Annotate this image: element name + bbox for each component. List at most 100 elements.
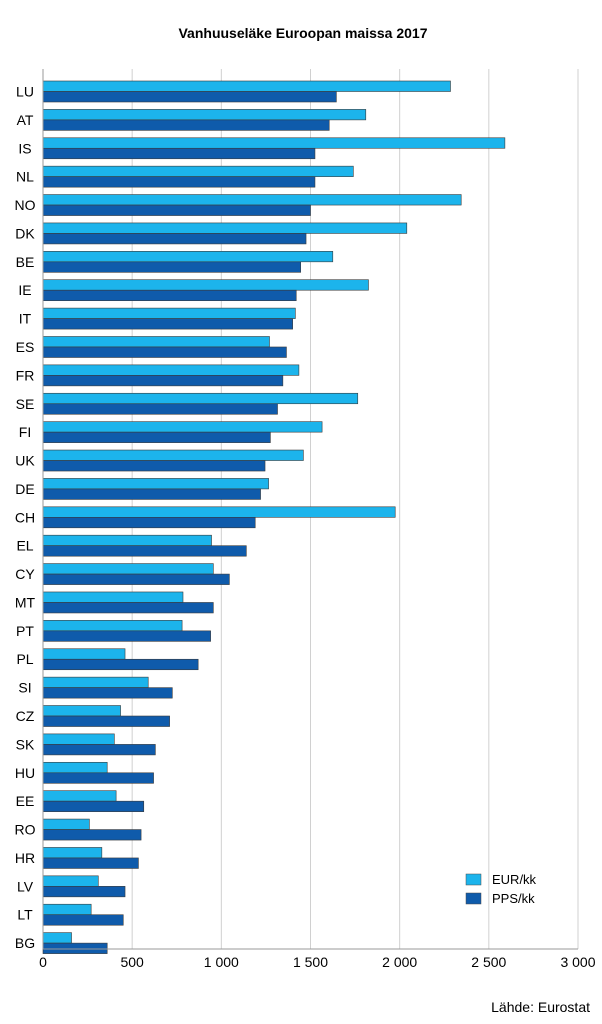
bar-eur-sk — [42, 733, 115, 745]
bar-eur-lt — [42, 903, 92, 916]
bar-pps-ro — [42, 829, 142, 841]
bar-pps-lu — [42, 91, 337, 103]
bar-eur-pl — [42, 648, 126, 660]
bar-pps-uk — [42, 460, 266, 472]
bar-eur-nl — [42, 165, 354, 177]
category-label: FI — [19, 424, 31, 440]
bar-pps-dk — [42, 233, 307, 245]
bar-pps-de — [42, 488, 261, 500]
source-note: Lähde: Eurostat — [491, 999, 590, 1015]
axes: 0 500 1 000 1 500 2 000 2 500 3 000 LU AT IS NL NO D… — [15, 69, 596, 970]
bar-eur-hu — [42, 761, 108, 774]
bars — [42, 80, 506, 954]
category-label: CY — [15, 566, 35, 582]
bar-pps-es — [42, 346, 287, 358]
category-label: NO — [15, 197, 36, 213]
x-tick-label: 3 000 — [560, 954, 595, 970]
bar-eur-mt — [42, 591, 184, 603]
bar-eur-be — [42, 251, 334, 263]
category-label: RO — [15, 822, 36, 838]
bar-eur-it — [42, 307, 296, 319]
category-label: MT — [15, 594, 36, 610]
legend-swatch-eur — [465, 873, 482, 886]
legend-swatch-pps — [465, 892, 482, 905]
bar-pps-nl — [42, 176, 316, 188]
bar-pps-it — [42, 318, 293, 330]
bar-eur-fi — [42, 421, 323, 433]
category-label: BG — [15, 935, 35, 951]
bar-eur-es — [42, 336, 270, 348]
bar-pps-fi — [42, 431, 271, 443]
category-label: BE — [16, 254, 35, 270]
category-label: LT — [17, 907, 33, 923]
x-tick-label: 1 000 — [204, 954, 239, 970]
bar-pps-el — [42, 545, 247, 557]
category-label: CZ — [16, 708, 35, 724]
bar-eur-ie — [42, 279, 369, 291]
category-label: PT — [16, 623, 34, 639]
category-label: HU — [15, 765, 35, 781]
bar-pps-ee — [42, 800, 145, 812]
category-label: AT — [17, 112, 34, 128]
x-tick-label: 1 500 — [293, 954, 328, 970]
bar-pps-is — [42, 147, 316, 160]
bar-pps-hu — [42, 772, 154, 784]
bar-eur-lu — [42, 80, 451, 92]
x-tick-label: 0 — [39, 954, 47, 970]
bar-eur-cy — [42, 563, 214, 575]
bar-eur-ch — [42, 506, 396, 518]
bar-eur-uk — [42, 449, 304, 461]
category-label: HR — [15, 850, 35, 866]
bar-eur-dk — [42, 222, 408, 234]
category-label: SI — [18, 680, 31, 696]
bar-eur-pt — [42, 620, 183, 632]
category-label: UK — [15, 453, 35, 469]
category-label: SK — [16, 736, 35, 752]
category-label: LU — [16, 84, 34, 100]
category-label: DE — [15, 481, 34, 497]
category-label: EL — [16, 538, 33, 554]
category-label: IS — [18, 140, 31, 156]
chart-title: Vanhuuseläke Euroopan maissa 2017 — [178, 25, 427, 41]
bar-eur-bg — [42, 932, 72, 944]
legend: EUR/kk PPS/kk — [465, 872, 537, 906]
bar-pps-bg — [42, 942, 108, 954]
category-label: IE — [18, 282, 31, 298]
bar-pps-ie — [42, 289, 297, 302]
legend-label-eur: EUR/kk — [492, 872, 537, 887]
category-label: FR — [16, 367, 35, 383]
bar-eur-no — [42, 194, 462, 206]
bar-eur-ee — [42, 790, 117, 802]
bar-pps-ch — [42, 517, 256, 529]
bar-pps-pt — [42, 630, 211, 642]
bar-eur-ro — [42, 818, 90, 830]
category-label: CH — [15, 509, 35, 525]
bar-eur-hr — [42, 847, 103, 859]
category-label: NL — [16, 169, 34, 185]
x-tick-label: 500 — [120, 954, 144, 970]
x-tick-label: 2 500 — [471, 954, 506, 970]
category-label: DK — [15, 225, 35, 241]
bar-pps-cz — [42, 715, 170, 727]
bar-eur-el — [42, 534, 212, 546]
bar-pps-cy — [42, 573, 230, 585]
bar-pps-lt — [42, 914, 124, 926]
category-label: IT — [19, 311, 32, 327]
bar-eur-fr — [42, 364, 300, 376]
bar-pps-pl — [42, 658, 199, 671]
bar-pps-be — [42, 261, 301, 273]
bar-eur-cz — [42, 705, 121, 717]
legend-label-pps: PPS/kk — [492, 891, 535, 906]
category-label: SE — [16, 396, 35, 412]
bar-pps-fr — [42, 375, 284, 387]
category-label: EE — [16, 793, 35, 809]
bar-pps-se — [42, 403, 278, 415]
bar-pps-mt — [42, 602, 214, 614]
bar-eur-is — [42, 137, 506, 149]
bar-eur-de — [42, 478, 269, 490]
bar-pps-sk — [42, 744, 156, 756]
bar-eur-se — [42, 392, 359, 405]
bar-eur-at — [42, 109, 367, 121]
